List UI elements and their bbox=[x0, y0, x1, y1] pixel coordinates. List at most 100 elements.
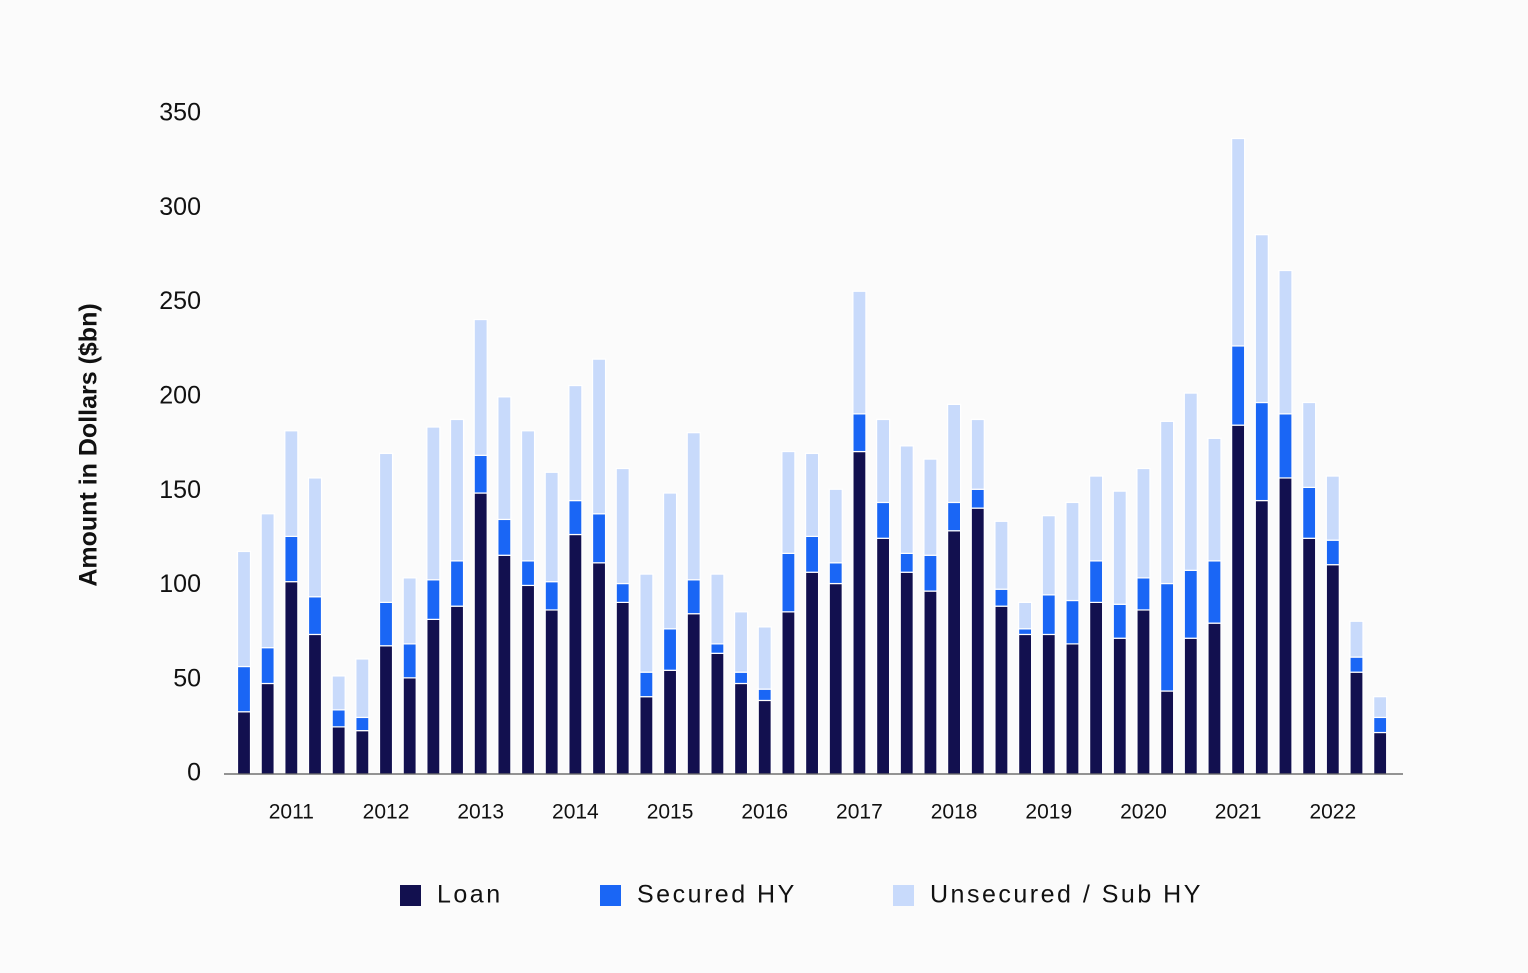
bar-segment bbox=[686, 613, 701, 775]
bar-segment bbox=[615, 582, 630, 603]
bar-segment bbox=[923, 554, 938, 592]
bar-segment bbox=[1302, 401, 1317, 488]
bar-segment bbox=[1160, 690, 1175, 775]
bar-segment bbox=[1112, 490, 1127, 605]
legend-swatch bbox=[893, 885, 914, 906]
bar-segment bbox=[852, 413, 867, 453]
bar-segment bbox=[686, 432, 701, 581]
bar-segment bbox=[520, 560, 536, 587]
bar-segment bbox=[331, 675, 346, 711]
bar-segment bbox=[1018, 628, 1033, 636]
bar-segment bbox=[828, 582, 843, 775]
bar-segment bbox=[331, 709, 346, 728]
bar-segment bbox=[1089, 475, 1104, 562]
bar-segment bbox=[260, 682, 275, 775]
bar-segment bbox=[781, 552, 796, 613]
bar-segment bbox=[497, 554, 512, 775]
bar-segment bbox=[804, 571, 820, 775]
bar-segment bbox=[473, 454, 488, 494]
bar-segment bbox=[355, 730, 370, 775]
y-tick-label: 150 bbox=[159, 476, 201, 504]
bar-segment bbox=[710, 652, 725, 775]
bar-segment bbox=[875, 501, 891, 539]
bar-segment bbox=[402, 643, 417, 679]
bar-segment bbox=[378, 645, 394, 775]
bar-segment bbox=[733, 671, 749, 685]
bar-segment bbox=[1112, 603, 1127, 639]
bar-segment bbox=[946, 403, 962, 504]
bar-segment bbox=[733, 611, 749, 673]
bar-segment bbox=[1160, 582, 1175, 692]
bar-segment bbox=[1325, 475, 1340, 541]
x-tick-label: 2012 bbox=[363, 801, 410, 824]
bar-segment bbox=[1041, 633, 1056, 775]
bar-segment bbox=[1373, 716, 1388, 734]
bar-segment bbox=[615, 601, 630, 775]
bar-segment bbox=[662, 628, 678, 671]
x-tick-label: 2013 bbox=[457, 801, 504, 824]
bar-segment bbox=[355, 658, 370, 719]
bar-segment bbox=[1254, 401, 1269, 502]
bar-segment bbox=[710, 643, 725, 654]
bar-segment bbox=[1183, 637, 1198, 775]
x-tick-label: 2016 bbox=[741, 801, 788, 824]
bar-segment bbox=[1041, 594, 1056, 636]
bar-segment bbox=[520, 584, 536, 775]
bar-segment bbox=[544, 471, 559, 583]
legend-label: Secured HY bbox=[637, 881, 797, 909]
bar-segment bbox=[236, 550, 252, 668]
bar-segment bbox=[449, 605, 465, 775]
bar-segment bbox=[1207, 437, 1222, 562]
bar-segment bbox=[994, 588, 1009, 607]
bar-segment bbox=[733, 682, 749, 775]
bar-segment bbox=[852, 450, 867, 775]
bar-segment bbox=[591, 562, 607, 775]
bar-segment bbox=[284, 581, 299, 775]
bar-segment bbox=[1349, 620, 1364, 658]
bar-segment bbox=[449, 418, 465, 562]
bar-segment bbox=[1325, 539, 1340, 566]
bar-segment bbox=[852, 290, 867, 415]
legend-swatch bbox=[400, 885, 421, 906]
bar-segment bbox=[1136, 467, 1151, 579]
bar-segment bbox=[899, 552, 914, 573]
bar-segment bbox=[923, 458, 938, 556]
bar-segment bbox=[899, 571, 914, 775]
bar-segment bbox=[1112, 637, 1127, 775]
bar-segment bbox=[875, 537, 891, 775]
bar-segment bbox=[402, 677, 417, 775]
bar-segment bbox=[875, 418, 891, 504]
bar-segment bbox=[426, 618, 441, 775]
bar-segment bbox=[568, 533, 583, 775]
bar-segment bbox=[1065, 643, 1080, 775]
bar-segment bbox=[1089, 601, 1104, 775]
bar-segment bbox=[568, 499, 583, 536]
bar-segment bbox=[284, 535, 299, 583]
bar-segment bbox=[236, 711, 252, 775]
y-tick-label: 250 bbox=[159, 287, 201, 315]
bar-segment bbox=[355, 716, 370, 732]
x-tick-label: 2018 bbox=[931, 801, 978, 824]
bar-segment bbox=[1231, 345, 1246, 426]
y-tick-label: 300 bbox=[159, 193, 201, 221]
bar-segment bbox=[426, 579, 441, 620]
x-tick-label: 2017 bbox=[836, 801, 883, 824]
bar-segment bbox=[994, 605, 1009, 775]
bar-segment bbox=[591, 513, 607, 564]
bar-segment bbox=[710, 573, 725, 645]
legend-label: Unsecured / Sub HY bbox=[930, 881, 1203, 909]
bar-segment bbox=[1065, 599, 1080, 645]
bar-segment bbox=[1018, 633, 1033, 775]
bar-segment bbox=[994, 520, 1009, 590]
bar-segment bbox=[1160, 420, 1175, 585]
bar-segment bbox=[1278, 269, 1293, 415]
y-tick-label: 350 bbox=[159, 99, 201, 127]
y-tick-label: 100 bbox=[159, 570, 201, 598]
bar-segment bbox=[1302, 537, 1317, 775]
bar-segment bbox=[1207, 560, 1222, 624]
bar-segment bbox=[568, 384, 583, 502]
y-axis-label: Amount in Dollars ($bn) bbox=[75, 303, 103, 586]
bar-segment bbox=[1302, 486, 1317, 539]
